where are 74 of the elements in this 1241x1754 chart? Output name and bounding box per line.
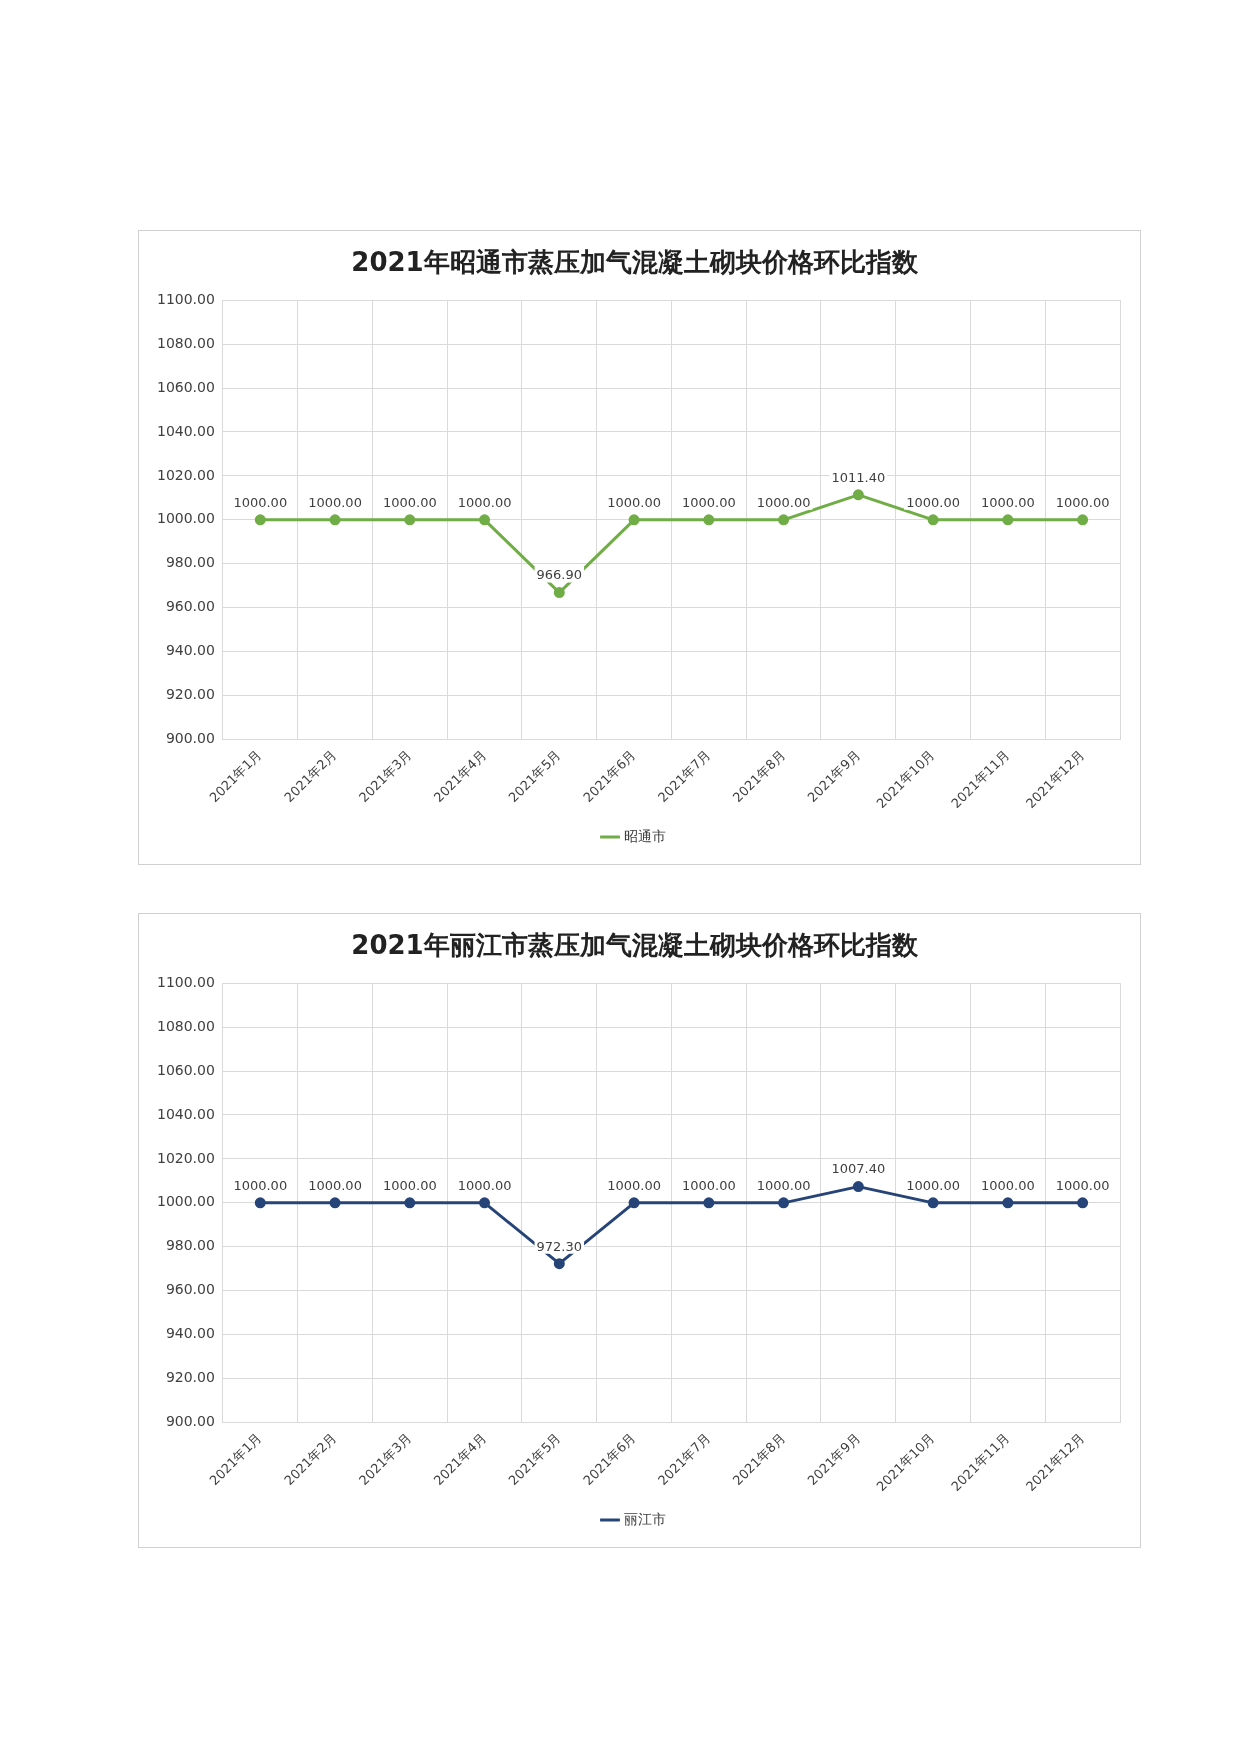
y-tick-label: 960.00: [165, 1281, 215, 1298]
y-tick-label: 1000.00: [156, 510, 215, 527]
y-tick-label: 920.00: [165, 1369, 215, 1386]
data-label: 1000.00: [607, 494, 661, 510]
data-label: 972.30: [536, 1238, 583, 1254]
y-tick-label: 1100.00: [156, 973, 215, 990]
data-label: 966.90: [536, 567, 583, 583]
data-label: 1000.00: [233, 494, 288, 510]
point: [778, 514, 790, 526]
y-tick-label: 980.00: [165, 554, 215, 571]
point: [703, 514, 715, 526]
data-label: 1000.00: [233, 1177, 288, 1193]
point: [628, 1197, 640, 1209]
data-label: 1011.40: [831, 469, 886, 485]
point: [553, 1258, 565, 1270]
data-label: 1000.00: [308, 1177, 362, 1193]
y-tick-label: 1040.00: [156, 422, 215, 439]
data-label: 1000.00: [756, 1177, 811, 1193]
point: [1002, 514, 1014, 526]
data-label: 1000.00: [607, 1177, 661, 1193]
data-label: 1000.00: [906, 1177, 960, 1193]
y-tick-label: 1000.00: [156, 1193, 215, 1210]
y-tick-label: 1100.00: [156, 290, 215, 307]
y-tick-label: 1020.00: [156, 1149, 215, 1166]
y-tick-label: 1060.00: [156, 1061, 215, 1078]
point: [479, 514, 491, 526]
point: [1077, 514, 1089, 526]
data-label: 1000.00: [906, 494, 960, 510]
data-label: 1000.00: [382, 1177, 437, 1193]
data-label: 1000.00: [308, 494, 362, 510]
point: [628, 514, 640, 526]
legend-label: 昭通市: [624, 827, 666, 844]
y-tick-label: 1080.00: [156, 1017, 215, 1034]
point: [1077, 1197, 1089, 1209]
data-label: 1000.00: [382, 494, 437, 510]
point: [927, 514, 939, 526]
point: [852, 489, 864, 501]
legend-label: 丽江市: [624, 1510, 666, 1527]
point: [329, 1197, 341, 1209]
point: [852, 1181, 864, 1193]
point: [1002, 1197, 1014, 1209]
point: [703, 1197, 715, 1209]
point: [553, 587, 565, 599]
point: [329, 514, 341, 526]
y-tick-label: 1020.00: [156, 466, 215, 483]
point: [254, 1197, 266, 1209]
y-tick-label: 1080.00: [156, 334, 215, 351]
point: [778, 1197, 790, 1209]
data-label: 1000.00: [681, 494, 736, 510]
point: [479, 1197, 491, 1209]
data-label: 1000.00: [1055, 494, 1110, 510]
chart-title: 2021年昭通市蒸压加气混凝土砌块价格环比指数: [351, 247, 919, 278]
point: [254, 514, 266, 526]
data-label: 1000.00: [980, 494, 1035, 510]
chart-title: 2021年丽江市蒸压加气混凝土砌块价格环比指数: [351, 930, 919, 961]
y-tick-label: 960.00: [165, 598, 215, 615]
y-tick-label: 980.00: [165, 1237, 215, 1254]
y-tick-label: 1040.00: [156, 1105, 215, 1122]
data-label: 1000.00: [1055, 1177, 1110, 1193]
data-label: 1000.00: [457, 494, 512, 510]
data-label: 1000.00: [980, 1177, 1035, 1193]
y-tick-label: 940.00: [165, 642, 215, 659]
data-label: 1000.00: [457, 1177, 512, 1193]
y-tick-label: 900.00: [165, 730, 215, 747]
point: [404, 1197, 416, 1209]
data-label: 1000.00: [681, 1177, 736, 1193]
y-tick-label: 900.00: [165, 1413, 215, 1430]
y-tick-label: 940.00: [165, 1325, 215, 1342]
data-label: 1000.00: [756, 494, 811, 510]
point: [404, 514, 416, 526]
y-tick-label: 920.00: [165, 686, 215, 703]
y-tick-label: 1060.00: [156, 378, 215, 395]
point: [927, 1197, 939, 1209]
data-label: 1007.40: [831, 1161, 886, 1177]
